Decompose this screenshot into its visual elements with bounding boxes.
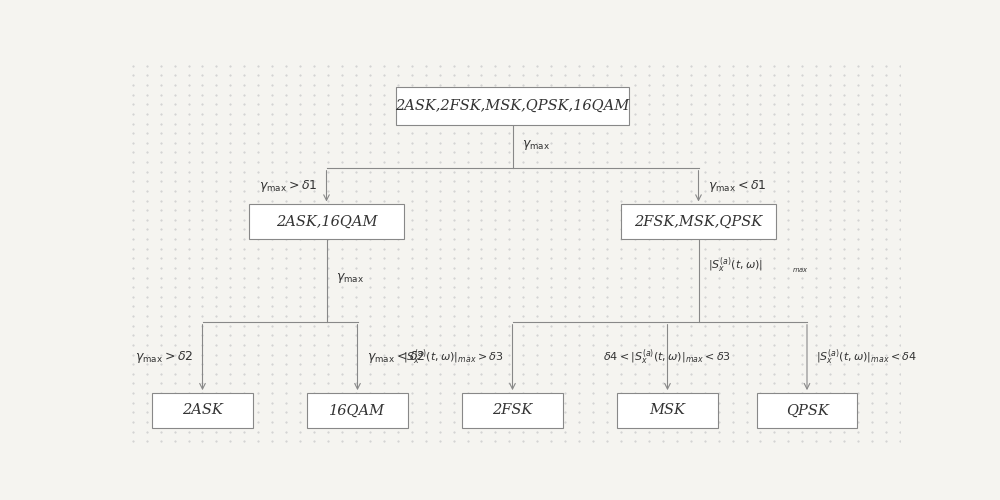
Text: 2ASK: 2ASK: [182, 404, 223, 417]
Text: $\delta 4 < |S_x^{(a)}(t,\omega)|_{max} < \delta 3$: $\delta 4 < |S_x^{(a)}(t,\omega)|_{max} …: [603, 348, 732, 367]
Text: 16QAM: 16QAM: [329, 404, 386, 417]
FancyBboxPatch shape: [757, 393, 857, 428]
Text: $\gamma_{\rm max} < \delta 2$: $\gamma_{\rm max} < \delta 2$: [367, 350, 425, 366]
Text: 2FSK: 2FSK: [492, 404, 533, 417]
Text: 2FSK,MSK,QPSK: 2FSK,MSK,QPSK: [634, 214, 763, 228]
FancyBboxPatch shape: [307, 393, 408, 428]
FancyBboxPatch shape: [621, 204, 776, 239]
FancyBboxPatch shape: [462, 393, 563, 428]
FancyBboxPatch shape: [249, 204, 404, 239]
Text: QPSK: QPSK: [786, 404, 828, 417]
FancyBboxPatch shape: [396, 87, 629, 126]
Text: $\gamma_{\rm max}$: $\gamma_{\rm max}$: [336, 272, 364, 285]
Text: $|S_x^{(a)}(t,\omega)|$: $|S_x^{(a)}(t,\omega)|$: [708, 255, 763, 275]
Text: MSK: MSK: [650, 404, 685, 417]
Text: $\gamma_{\rm max} > \delta 1$: $\gamma_{\rm max} > \delta 1$: [259, 178, 317, 194]
Text: 2ASK,16QAM: 2ASK,16QAM: [276, 214, 377, 228]
Text: $\gamma_{\rm max} < \delta 1$: $\gamma_{\rm max} < \delta 1$: [708, 178, 766, 194]
Text: $|S_x^{(a)}(t,\omega)|_{max} < \delta 4$: $|S_x^{(a)}(t,\omega)|_{max} < \delta 4$: [816, 348, 917, 367]
FancyBboxPatch shape: [152, 393, 253, 428]
FancyBboxPatch shape: [617, 393, 718, 428]
Text: $\gamma_{\rm max}$: $\gamma_{\rm max}$: [522, 138, 550, 151]
Text: $|S_x^{(a)}(t,\omega)|_{max} > \delta 3$: $|S_x^{(a)}(t,\omega)|_{max} > \delta 3$: [403, 348, 503, 367]
Text: $_{max}$: $_{max}$: [792, 266, 808, 276]
Text: $\gamma_{\rm max} > \delta 2$: $\gamma_{\rm max} > \delta 2$: [135, 350, 193, 366]
Text: 2ASK,2FSK,MSK,QPSK,16QAM: 2ASK,2FSK,MSK,QPSK,16QAM: [395, 99, 630, 113]
